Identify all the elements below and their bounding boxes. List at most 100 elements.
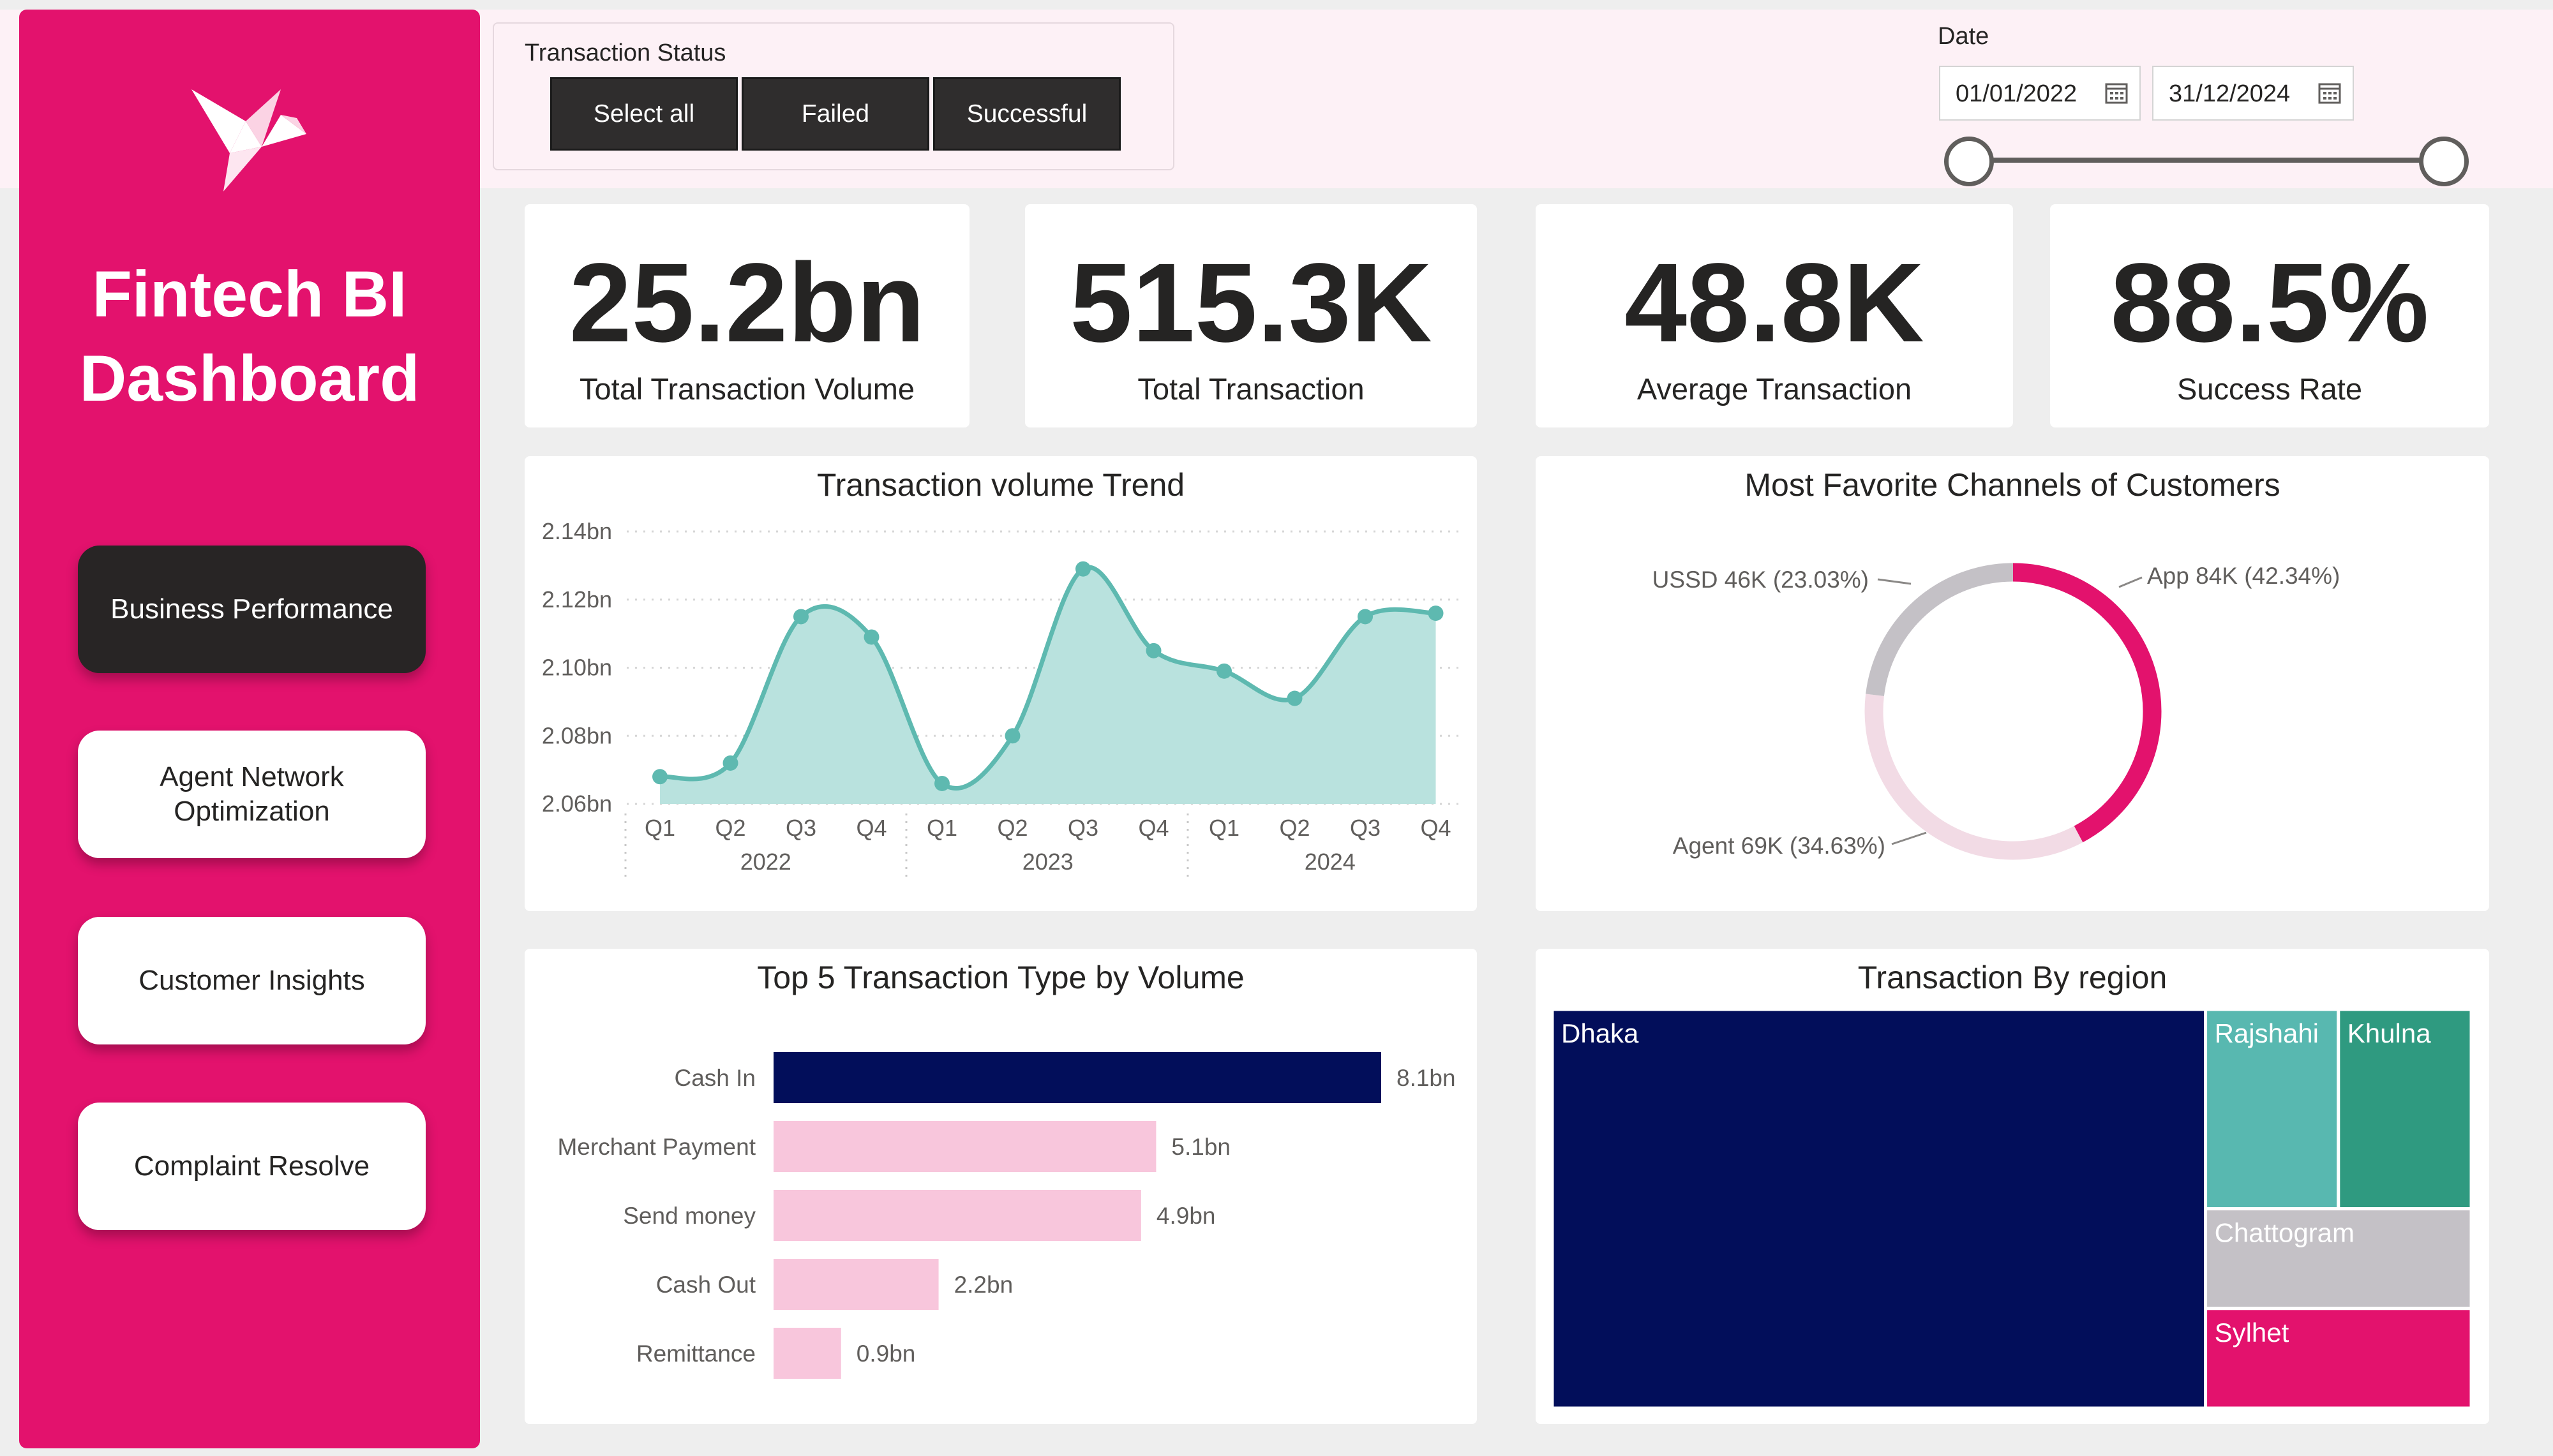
trend-point[interactable] xyxy=(722,755,738,771)
calendar-icon[interactable] xyxy=(2105,81,2128,104)
kpi-card-average-transaction: 48.8K Average Transaction xyxy=(1536,204,2013,427)
chart-title: Transaction By region xyxy=(1857,960,2167,995)
bar[interactable] xyxy=(774,1259,939,1310)
button-label: Successful xyxy=(966,100,1088,128)
x-tick-label: Q4 xyxy=(1138,815,1169,841)
x-tick-label: Q1 xyxy=(645,815,675,841)
treemap-label: Rajshahi xyxy=(2215,1018,2319,1048)
transaction-status-label: Transaction Status xyxy=(525,40,726,66)
status-successful-button[interactable]: Successful xyxy=(933,77,1121,151)
trend-point[interactable] xyxy=(1287,690,1303,706)
trend-chart: 2.14bn 2.12bn 2.10bn 2.08bn 2.06bn Q1 Q2 Q3 Q4 Q1… xyxy=(542,518,1463,880)
donut-label-agent: Agent 69K (34.63%) xyxy=(1673,833,1885,859)
bar[interactable] xyxy=(774,1190,1141,1241)
trend-point[interactable] xyxy=(1075,561,1091,577)
kpi-label: Average Transaction xyxy=(1636,372,1912,406)
x-year-label: 2023 xyxy=(1022,849,1074,875)
bar[interactable] xyxy=(774,1328,841,1379)
trend-point[interactable] xyxy=(652,769,668,785)
y-tick-label: 2.08bn xyxy=(542,722,612,748)
bar-category-label: Cash In xyxy=(674,1065,756,1091)
treemap-label: Khulna xyxy=(2347,1018,2431,1048)
trend-point[interactable] xyxy=(864,629,880,645)
bar-value-label: 4.9bn xyxy=(1157,1203,1216,1229)
treemap-label: Dhaka xyxy=(1561,1018,1639,1048)
kpi-value: 25.2bn xyxy=(569,241,925,366)
date-slider-start-handle[interactable] xyxy=(1944,137,1994,186)
y-tick-label: 2.06bn xyxy=(542,791,612,817)
leader-line xyxy=(2118,576,2143,588)
channels-donut-chart: App 84K (42.34%) Agent 69K (34.63%) USSD 4… xyxy=(1652,563,2340,860)
trend-point[interactable] xyxy=(1005,728,1021,744)
kpi-value: 48.8K xyxy=(1624,241,1924,366)
treemap-tile-khulna[interactable] xyxy=(2337,1007,2473,1210)
trend-point[interactable] xyxy=(1428,605,1444,621)
calendar-icon[interactable] xyxy=(2318,81,2341,104)
bar[interactable] xyxy=(774,1052,1381,1103)
nav-customer-insights[interactable]: Customer Insights xyxy=(78,917,426,1044)
y-tick-label: 2.10bn xyxy=(542,655,612,681)
trend-point[interactable] xyxy=(1146,643,1162,658)
treemap-label: Chattogram xyxy=(2215,1218,2355,1248)
treemap-tile-chattogram[interactable] xyxy=(2204,1207,2473,1311)
date-start-input[interactable]: 01/01/2022 xyxy=(1939,66,2141,121)
treemap-label: Sylhet xyxy=(2215,1318,2289,1348)
kpi-label: Total Transaction Volume xyxy=(579,372,915,406)
donut-slice-app[interactable] xyxy=(2012,563,2162,843)
status-select-all-button[interactable]: Select all xyxy=(550,77,738,151)
nav-label: Agent Network Optimization xyxy=(160,761,344,827)
leader-line xyxy=(1891,831,1927,845)
bar-value-label: 8.1bn xyxy=(1396,1065,1456,1091)
y-tick-label: 2.12bn xyxy=(542,586,612,613)
kpi-label: Success Rate xyxy=(2177,372,2362,406)
x-tick-label: Q4 xyxy=(1420,815,1451,841)
kpi-card-total-volume: 25.2bn Total Transaction Volume xyxy=(525,204,970,427)
date-start-value: 01/01/2022 xyxy=(1956,80,2078,107)
donut-label-app: App 84K (42.34%) xyxy=(2147,563,2340,589)
chart-title: Transaction volume Trend xyxy=(816,467,1185,503)
treemap-tile-sylhet[interactable] xyxy=(2204,1307,2473,1410)
trend-point[interactable] xyxy=(793,609,809,625)
date-end-input[interactable]: 31/12/2024 xyxy=(2152,66,2354,121)
x-tick-label: Q1 xyxy=(927,815,957,841)
dashboard-title-line1: Fintech BI xyxy=(92,258,407,331)
date-range-slider-track[interactable] xyxy=(1968,158,2444,163)
x-tick-label: Q4 xyxy=(856,815,887,841)
top-transaction-types-card: Top 5 Transaction Type by Volume Cash In… xyxy=(525,949,1477,1424)
x-tick-label: Q2 xyxy=(715,815,745,841)
nav-complaint-resolve[interactable]: Complaint Resolve xyxy=(78,1103,426,1230)
transaction-type-bar-chart: Cash In 8.1bn Merchant Payment 5.1bn Send mo… xyxy=(557,1052,1456,1379)
status-failed-button[interactable]: Failed xyxy=(742,77,929,151)
bar-category-label: Cash Out xyxy=(656,1272,756,1298)
region-treemap: Dhaka Rajshahi Khulna Chattogram Sylhet xyxy=(1550,1007,2473,1410)
bar-category-label: Merchant Payment xyxy=(557,1134,756,1160)
trend-area xyxy=(660,567,1436,804)
bar[interactable] xyxy=(774,1121,1157,1172)
nav-label: Complaint Resolve xyxy=(133,1150,370,1182)
x-tick-label: Q3 xyxy=(1350,815,1381,841)
trend-point[interactable] xyxy=(934,775,950,791)
donut-slice-agent[interactable] xyxy=(1864,694,2083,860)
trend-point[interactable] xyxy=(1217,663,1232,679)
donut-label-ussd: USSD 46K (23.03%) xyxy=(1652,567,1869,593)
x-tick-label: Q2 xyxy=(1279,815,1310,841)
nav-agent-network-optimization[interactable]: Agent Network Optimization xyxy=(78,731,426,858)
treemap-tile-dhaka[interactable] xyxy=(1550,1007,2208,1410)
trend-point[interactable] xyxy=(1358,609,1373,625)
bar-value-label: 2.2bn xyxy=(954,1272,1014,1298)
x-tick-label: Q1 xyxy=(1209,815,1239,841)
x-tick-label: Q2 xyxy=(997,815,1028,841)
bar-value-label: 5.1bn xyxy=(1171,1134,1231,1160)
treemap-tile-rajshahi[interactable] xyxy=(2204,1007,2340,1210)
nav-business-performance[interactable]: Business Performance xyxy=(78,546,426,673)
bar-value-label: 0.9bn xyxy=(857,1341,916,1367)
dashboard-title-line2: Dashboard xyxy=(79,342,420,415)
transaction-by-region-card: Transaction By region Dhaka Rajshahi Khuln… xyxy=(1536,949,2489,1424)
nav-label: Business Performance xyxy=(110,593,393,625)
x-year-label: 2022 xyxy=(740,849,791,875)
nav-label: Customer Insights xyxy=(139,965,365,996)
kpi-value: 515.3K xyxy=(1070,241,1432,366)
donut-slice-ussd[interactable] xyxy=(1866,563,2014,697)
date-slider-end-handle[interactable] xyxy=(2419,137,2469,186)
leader-line xyxy=(1877,578,1912,585)
